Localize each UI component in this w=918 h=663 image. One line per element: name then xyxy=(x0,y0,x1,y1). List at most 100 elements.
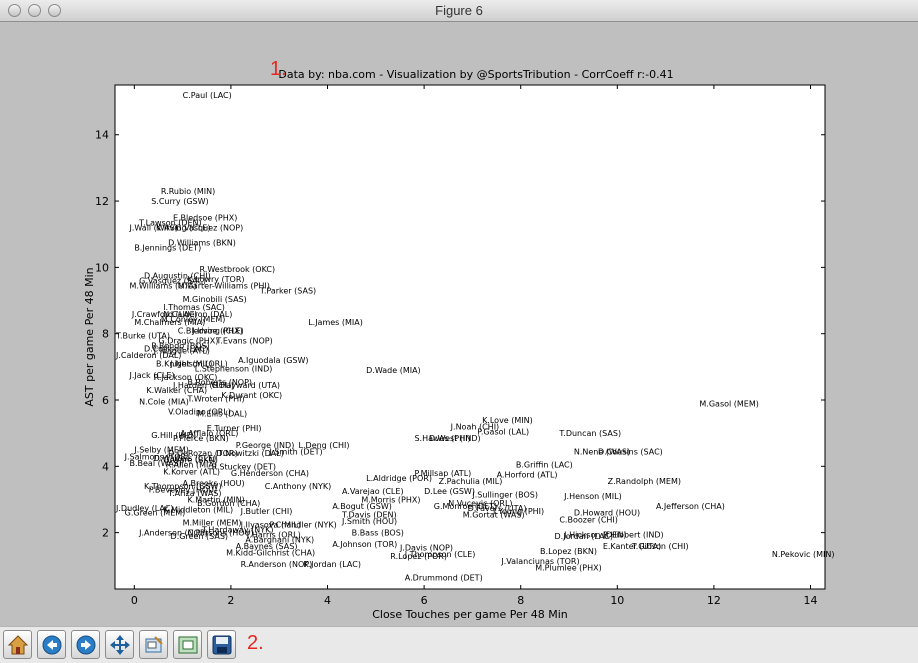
point-labels: C.Paul (LAC) R.Rubio (MIN)S.Curry (GSW) E.… xyxy=(115,91,834,582)
x-tick-label: 6 xyxy=(421,594,428,607)
y-tick-label: 12 xyxy=(95,195,109,208)
scatter-point-label: J.Irving (CLE) xyxy=(191,326,244,335)
scatter-point-label: A.Afflalo (ORL) xyxy=(180,429,238,438)
x-tick-label: 4 xyxy=(324,594,331,607)
scatter-point-label: J.Nelson (ORL) xyxy=(170,360,228,369)
scatter-point-label: R.Hibbert (IND) xyxy=(603,530,664,539)
scatter-point-label: D.Williams (BKN) xyxy=(168,239,236,248)
scatter-point-label: A.Baynes (SAS) xyxy=(236,542,298,551)
scatter-point-label: S.Hawes (PHI) xyxy=(414,434,470,443)
scatter-point-label: P.Chandler (NYK) xyxy=(270,520,337,529)
scatter-point-label: G.Green (MEM) xyxy=(125,509,186,518)
window-titlebar: Figure 6 xyxy=(0,0,918,22)
scatter-point-label: D.Waiters (CLE) xyxy=(154,454,217,463)
scatter-point-label: T.Wroten (PHI) xyxy=(186,394,244,403)
scatter-point-label: I.Thomas (SAC) xyxy=(163,303,225,312)
scatter-point-label: T.Lawson (DEN) xyxy=(138,219,202,228)
scatter-point-label: C.Anthony (NYK) xyxy=(265,482,331,491)
home-button[interactable] xyxy=(3,630,32,659)
scatter-point-label: S.Curry (GSW) xyxy=(151,197,208,206)
zoom-window-button[interactable] xyxy=(48,4,61,17)
figure-canvas: Data by: nba.com - Visualization by @Spo… xyxy=(0,22,918,626)
forward-button[interactable] xyxy=(71,630,100,659)
y-tick-label: 4 xyxy=(102,460,109,473)
scatter-point-label: J.Thompson (CLE) xyxy=(404,550,476,559)
scatter-point-label: L.Deng (CHI) xyxy=(299,441,350,450)
scatter-point-label: P.Pierce (BKN) xyxy=(173,434,229,443)
scatter-point-label: D.West (IND) xyxy=(429,434,481,443)
arrow-left-icon xyxy=(42,635,61,654)
scatter-point-label: G.Vasquez (NOP) xyxy=(175,224,243,233)
scatter-point-label: B.Beal (WAS) xyxy=(129,459,181,468)
scatter-point-label: R.Lopez (POR) xyxy=(390,552,447,561)
scatter-point-label: A.Varejao (CLE) xyxy=(342,487,404,496)
scatter-point-label: N.Vucevic (ORL) xyxy=(448,499,512,508)
minimize-window-button[interactable] xyxy=(28,4,41,17)
scatter-point-label: M.Plumlee (PHX) xyxy=(535,563,602,572)
scatter-point-label: D.Nowitzki (DAL) xyxy=(216,449,283,458)
close-window-button[interactable] xyxy=(8,4,21,17)
scatter-point-label: N.Cole (MIA) xyxy=(139,398,189,407)
scatter-chart: Data by: nba.com - Visualization by @Spo… xyxy=(83,68,834,621)
save-figure-button[interactable] xyxy=(207,630,236,659)
scatter-point-label: J.Calderon (DAL) xyxy=(115,351,181,360)
plot-area xyxy=(114,84,826,590)
scatter-point-label: B.Bass (BOS) xyxy=(352,529,404,538)
scatter-point-label: K.Martin (MIN) xyxy=(187,495,244,504)
home-icon xyxy=(7,634,28,654)
back-button[interactable] xyxy=(37,630,66,659)
scatter-point-label: B.Gordon (CHA) xyxy=(197,499,260,508)
scatter-point-label: T.Parker (SAS) xyxy=(259,287,316,296)
x-tick-label: 0 xyxy=(131,594,138,607)
scatter-point-label: J.Selby (MEM) xyxy=(133,446,189,455)
scatter-point-label: J.Sullinger (BOS) xyxy=(471,491,538,500)
scatter-point-label: J.Henson (MIL) xyxy=(563,492,622,501)
scatter-point-label: J.Salmons (TOR) xyxy=(124,452,190,461)
scatter-point-label: L.Stephenson (IND) xyxy=(195,365,273,374)
scatter-point-label: T.Hardaway (NYK) xyxy=(201,525,274,534)
scatter-point-label: P.George (IND) xyxy=(236,441,295,450)
scatter-point-label: T.Gibson (CHI) xyxy=(631,542,689,551)
scatter-point-label: T.Duncan (SAS) xyxy=(558,429,621,438)
y-axis-label: AST per game Per 48 Min xyxy=(83,267,96,406)
scatter-point-label: G.Hill (IND) xyxy=(151,431,196,440)
zoom-rect-icon xyxy=(145,635,163,652)
scatter-point-label: E.Bledsoe (PHX) xyxy=(173,214,237,223)
scatter-point-label: D.Collison (LAC) xyxy=(144,345,208,354)
scatter-point-label: N.Calderon (DAL) xyxy=(163,310,232,319)
scatter-point-label: A.Drummond (DET) xyxy=(405,573,483,582)
scatter-point-label: J.Jack (CLE) xyxy=(128,371,174,380)
scatter-point-label: G.Henderson (CHA) xyxy=(231,469,309,478)
configure-subplots-button[interactable] xyxy=(173,630,202,659)
scatter-point-label: E.Kanter (UTA) xyxy=(603,542,661,551)
pan-button[interactable] xyxy=(105,630,134,659)
scatter-point-label: B.Knight (MIL) xyxy=(156,360,212,369)
zoom-rect-button[interactable] xyxy=(139,630,168,659)
scatter-point-label: K.Irving (CLE) xyxy=(156,224,210,233)
scatter-point-label: P.Beverley (HOU) xyxy=(149,486,217,495)
scatter-point-label: B.Griffin (LAC) xyxy=(516,461,573,470)
scatter-point-label: M.Gortat (WAS) xyxy=(463,510,525,519)
x-axis-label: Close Touches per game Per 48 Min xyxy=(372,608,568,621)
x-tick-label: 10 xyxy=(610,594,624,607)
scatter-point-label: G.Monroe (DET) xyxy=(434,502,497,511)
scatter-point-label: B.Jennings (DET) xyxy=(134,243,201,252)
scatter-point-label: A.Bargnani (NYK) xyxy=(245,535,314,544)
navigation-toolbar: 2. xyxy=(0,626,918,663)
scatter-point-label: N.Pekovic (MIN) xyxy=(772,550,835,559)
annotation-number-1: 1. xyxy=(270,58,287,80)
scatter-point-label: J.Ilyasova (MIL) xyxy=(240,520,301,529)
scatter-point-label: D.Augustin (CHI) xyxy=(144,272,211,281)
arrow-right-icon xyxy=(76,635,95,654)
y-tick-label: 14 xyxy=(95,129,109,142)
x-tick-label: 2 xyxy=(227,594,234,607)
annotation-number-2: 2. xyxy=(247,632,264,654)
y-tick-label: 10 xyxy=(95,261,109,274)
scatter-point-label: J.Valanciunas (TOR) xyxy=(500,557,579,566)
scatter-point-label: R.Rubio (MIN) xyxy=(161,187,215,196)
scatter-point-label: G.Hayward (UTA) xyxy=(212,381,280,390)
move-icon xyxy=(109,634,130,655)
scatter-point-label: G.Ware (BKN) xyxy=(163,456,218,465)
scatter-point-label: D.Jordan (LAC) xyxy=(555,532,614,541)
scatter-point-label: A.Horford (ATL) xyxy=(497,471,558,480)
